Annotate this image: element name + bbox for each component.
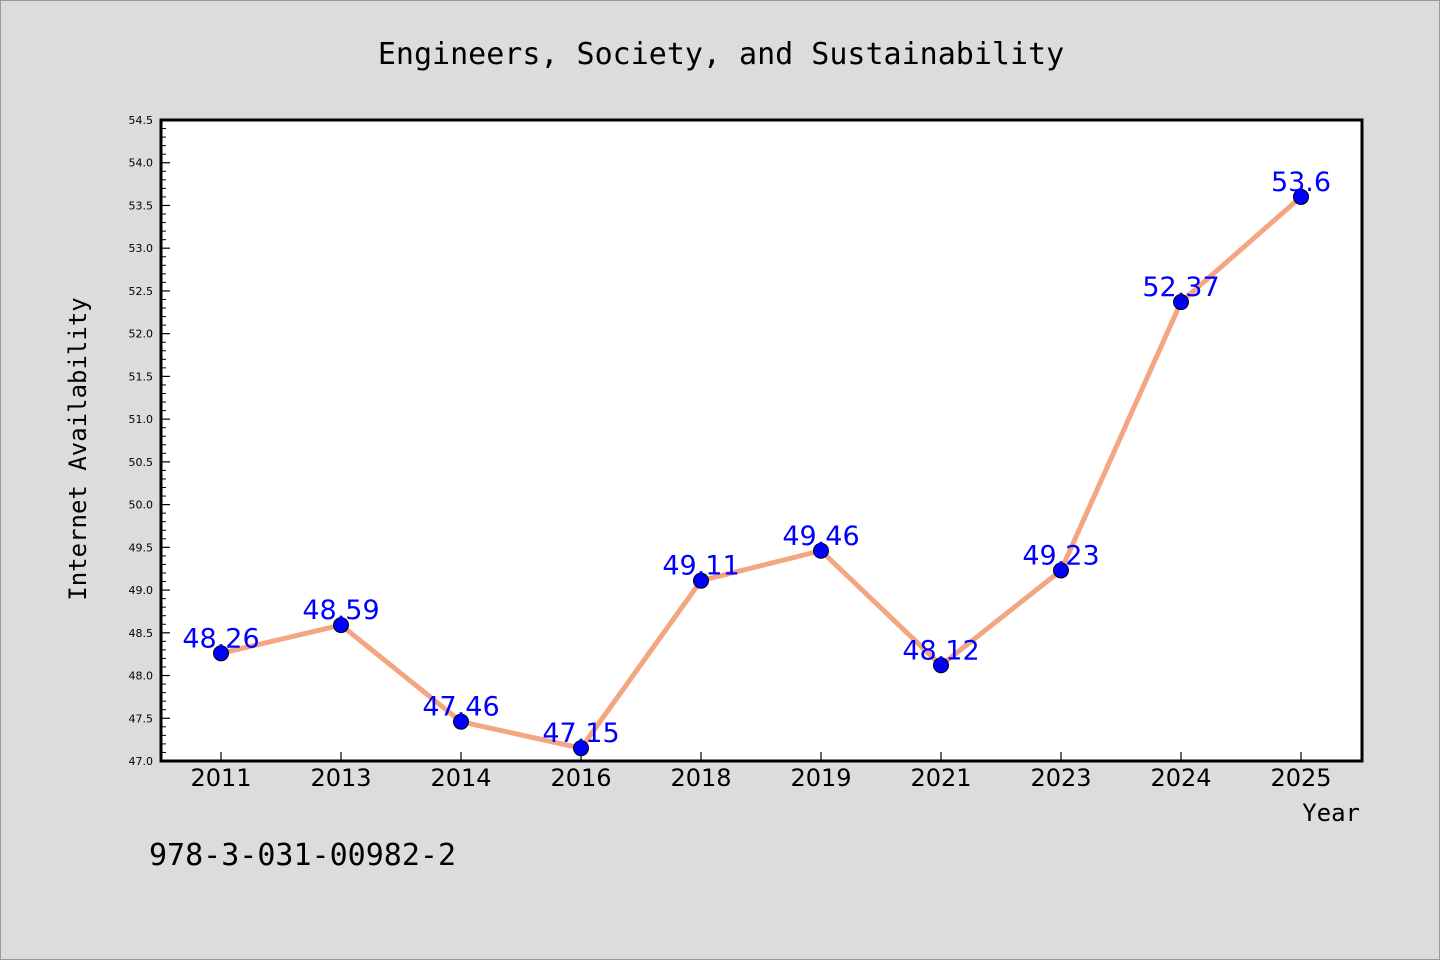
x-tick-label: 2013 <box>310 764 371 792</box>
y-tick-label: 49.5 <box>129 541 154 554</box>
x-tick-label: 2021 <box>910 764 971 792</box>
data-label: 49.11 <box>662 551 739 582</box>
data-points <box>213 188 1309 757</box>
data-point <box>1173 294 1189 311</box>
data-label: 49.23 <box>1022 540 1099 571</box>
data-point <box>813 542 829 559</box>
chart-title: Engineers, Society, and Sustainability <box>378 37 1064 72</box>
plot-area <box>159 118 1364 763</box>
x-tick-label: 2016 <box>550 764 611 792</box>
y-axis: 47.0 47.5 48.0 48.5 49.0 49.5 50.0 50.5 51.0 51.5… <box>129 114 170 768</box>
x-tick-label: 2024 <box>1150 764 1211 792</box>
data-label: 49.46 <box>782 521 859 552</box>
data-point <box>453 713 469 730</box>
y-tick-label: 50.0 <box>129 499 154 512</box>
data-label: 47.46 <box>422 692 499 723</box>
data-point <box>1293 188 1309 205</box>
data-label: 47.15 <box>542 718 619 749</box>
y-axis-label: Internet Availability <box>64 297 92 600</box>
y-tick-label: 49.0 <box>129 584 154 597</box>
y-tick-label: 51.5 <box>129 370 154 383</box>
data-point <box>213 645 229 662</box>
data-label: 48.59 <box>302 595 379 626</box>
x-tick-label: 2018 <box>670 764 731 792</box>
y-tick-label: 52.5 <box>129 285 154 298</box>
x-tick-label: 2011 <box>190 764 251 792</box>
x-axis-label: Year <box>1302 799 1360 827</box>
data-point <box>333 617 349 634</box>
y-tick-label: 54.0 <box>129 157 154 170</box>
y-tick-label: 52.0 <box>129 328 154 341</box>
data-labels: 48.26 48.59 47.46 47.15 49.11 49.46 48.12 49.23… <box>182 167 1331 749</box>
y-tick-label: 51.0 <box>129 413 154 426</box>
data-label: 48.26 <box>182 623 259 654</box>
y-tick-label: 53.5 <box>129 199 154 212</box>
data-point <box>693 572 709 589</box>
data-point <box>933 657 949 674</box>
x-tick-label: 2023 <box>1030 764 1091 792</box>
y-tick-label: 53.0 <box>129 242 154 255</box>
y-tick-label: 48.5 <box>129 627 154 640</box>
y-tick-label: 50.5 <box>129 456 154 469</box>
data-label: 48.12 <box>902 635 979 666</box>
x-tick-label: 2019 <box>790 764 851 792</box>
y-tick-label: 48.0 <box>129 670 154 683</box>
series-line <box>218 194 1304 751</box>
x-axis: 2011 2013 2014 2016 2018 2019 2021 2023 2024 2025 <box>190 752 1332 792</box>
data-label: 52.37 <box>1142 272 1219 303</box>
isbn-footer: 978-3-031-00982-2 <box>149 838 456 873</box>
y-tick-label: 47.5 <box>129 712 154 725</box>
x-tick-label: 2014 <box>430 764 491 792</box>
y-tick-label: 47.0 <box>129 755 154 768</box>
y-tick-label: 54.5 <box>129 114 154 127</box>
data-label: 53.6 <box>1271 167 1331 198</box>
data-point <box>573 740 589 757</box>
x-tick-label: 2025 <box>1270 764 1331 792</box>
data-point <box>1053 562 1069 579</box>
